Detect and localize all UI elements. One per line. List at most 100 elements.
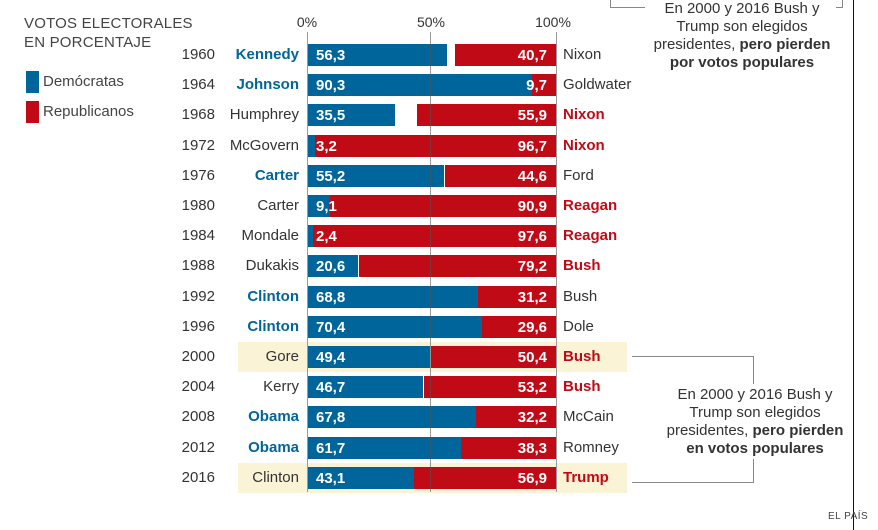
year-label: 1964 xyxy=(181,76,215,94)
legend-swatch-republicans xyxy=(26,101,39,123)
annotation-text: presidentes, xyxy=(653,36,740,53)
year-label: 1968 xyxy=(181,106,215,124)
bracket-line xyxy=(842,0,843,8)
value-democrat: 67,8 xyxy=(316,409,346,427)
democrat-candidate: Obama xyxy=(248,438,299,456)
annotation-line: En 2000 y 2016 Bush y xyxy=(664,0,820,17)
bar-democrat xyxy=(307,436,461,459)
brand-logo: EL PAÍS xyxy=(828,511,869,522)
republican-candidate: Nixon xyxy=(563,136,605,154)
bracket-line xyxy=(632,482,754,483)
gridline xyxy=(556,32,557,492)
value-democrat: 68,8 xyxy=(316,288,346,306)
value-republican: 44,6 xyxy=(517,167,547,185)
value-democrat: 90,3 xyxy=(316,77,346,95)
annotation-bold: pero pierden xyxy=(739,36,831,53)
annotation-line: presidentes, pero pierden xyxy=(650,422,860,440)
republican-candidate: McCain xyxy=(563,408,614,426)
title-line: VOTOS ELECTORALES xyxy=(24,15,193,32)
bar-republican xyxy=(475,406,556,429)
republican-candidate: Bush xyxy=(563,257,601,275)
democrat-candidate: Humphrey xyxy=(229,106,299,124)
value-republican: 32,2 xyxy=(517,409,547,427)
democrat-candidate: Kennedy xyxy=(235,46,299,63)
bar-republican xyxy=(329,195,556,217)
democrat-candidate: Gore xyxy=(265,348,299,365)
year-label: 2000 xyxy=(181,348,215,365)
republican-candidate: Nixon xyxy=(563,46,602,63)
value-democrat: 55,2 xyxy=(316,167,346,185)
bar-democrat xyxy=(307,104,396,127)
value-republican: 96,7 xyxy=(517,137,547,155)
year-label: 1960 xyxy=(181,46,215,63)
bracket-line xyxy=(753,459,754,483)
bar-republican xyxy=(414,466,556,489)
republican-candidate: Ford xyxy=(563,166,594,184)
tick-label: 100% xyxy=(535,14,571,30)
year-label: 1984 xyxy=(181,227,215,245)
gridline xyxy=(307,32,308,492)
year-label: 2012 xyxy=(181,438,215,456)
legend-swatch-democrats xyxy=(26,71,39,93)
annotation-text: presidentes, xyxy=(666,422,753,439)
year-label: 1972 xyxy=(181,136,215,154)
democrat-candidate: Carter xyxy=(254,166,299,184)
chart-title: VOTOS ELECTORALES EN PORCENTAJE xyxy=(24,14,193,52)
bar-republican xyxy=(430,346,556,368)
bar-republican xyxy=(416,104,556,127)
title-line: EN PORCENTAJE xyxy=(24,34,152,51)
republican-candidate: Reagan xyxy=(563,197,618,214)
value-republican: 90,9 xyxy=(517,198,547,215)
value-democrat: 70,4 xyxy=(316,318,346,336)
annotation-line: En 2000 y 2016 Bush y xyxy=(677,386,833,403)
democrat-candidate: Obama xyxy=(248,408,299,426)
value-democrat: 61,7 xyxy=(316,439,346,457)
tick-label: 50% xyxy=(416,14,446,30)
value-republican: 31,2 xyxy=(517,288,547,306)
republican-candidate: Reagan xyxy=(563,227,618,245)
republican-candidate: Goldwater xyxy=(563,76,632,94)
legend-label: Demócratas xyxy=(43,73,124,90)
value-democrat: 46,7 xyxy=(316,379,346,397)
annotation-top: En 2000 y 2016 Bush y Trump son elegidos… xyxy=(637,0,847,72)
annotation-bold: en votos populares xyxy=(686,440,824,457)
year-label: 2016 xyxy=(181,468,215,486)
democrat-candidate: Clinton xyxy=(247,317,299,335)
tick-label: 0% xyxy=(296,14,318,30)
bracket-line xyxy=(610,7,645,8)
bar-republican xyxy=(423,376,556,399)
bar-republican xyxy=(454,44,556,66)
value-democrat: 3,2 xyxy=(316,137,337,155)
value-republican: 56,9 xyxy=(517,469,547,487)
bar-democrat xyxy=(307,225,313,248)
bracket-line xyxy=(753,356,754,384)
value-democrat: 35,5 xyxy=(316,107,346,125)
value-republican: 29,6 xyxy=(517,318,547,336)
bracket-line xyxy=(632,356,754,357)
annotation-bottom: En 2000 y 2016 Bush y Trump son elegidos… xyxy=(650,386,860,458)
year-label: 2004 xyxy=(181,378,215,396)
annotation-line: Trump son elegidos xyxy=(689,404,821,421)
republican-candidate: Bush xyxy=(563,378,601,396)
republican-candidate: Romney xyxy=(563,438,619,456)
value-republican: 97,6 xyxy=(517,228,547,246)
bar-democrat xyxy=(307,74,532,97)
year-label: 1996 xyxy=(181,317,215,335)
republican-candidate: Trump xyxy=(563,468,609,486)
legend-label: Republicanos xyxy=(43,103,134,120)
bar-republican xyxy=(312,225,556,248)
value-republican: 38,3 xyxy=(517,439,547,457)
democrat-candidate: Dukakis xyxy=(245,257,299,275)
bar-democrat xyxy=(307,466,415,489)
bar-democrat xyxy=(307,376,424,399)
annotation-line: Trump son elegidos xyxy=(676,18,808,35)
bar-republican xyxy=(444,164,556,187)
republican-candidate: Bush xyxy=(563,287,598,305)
year-label: 1988 xyxy=(181,257,215,275)
bracket-line xyxy=(610,0,611,8)
year-label: 1980 xyxy=(181,197,215,214)
republican-candidate: Dole xyxy=(563,317,594,335)
value-democrat: 9,1 xyxy=(316,198,337,215)
democrat-candidate: Clinton xyxy=(247,287,299,305)
bar-democrat xyxy=(307,346,430,368)
